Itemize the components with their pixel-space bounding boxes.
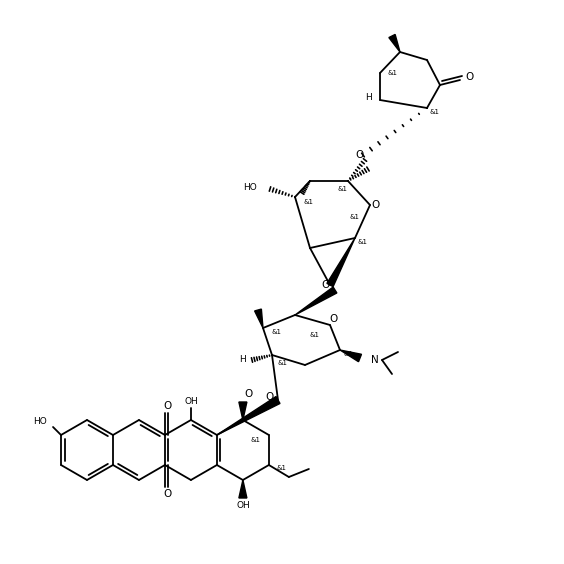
Text: O: O <box>164 401 172 411</box>
Polygon shape <box>340 350 362 362</box>
Text: &1: &1 <box>350 214 360 220</box>
Polygon shape <box>295 287 337 315</box>
Text: &1: &1 <box>277 465 287 471</box>
Text: O: O <box>266 392 274 402</box>
Text: OH: OH <box>236 501 250 510</box>
Text: &1: &1 <box>251 437 261 443</box>
Polygon shape <box>217 396 280 435</box>
Polygon shape <box>239 402 247 420</box>
Text: O: O <box>245 389 253 399</box>
Text: H: H <box>239 355 246 364</box>
Text: &1: &1 <box>388 70 398 76</box>
Text: &1: &1 <box>358 239 368 245</box>
Text: &1: &1 <box>271 329 281 335</box>
Polygon shape <box>327 238 355 287</box>
Text: &1: &1 <box>277 360 287 366</box>
Polygon shape <box>254 309 263 328</box>
Text: HO: HO <box>33 416 47 425</box>
Text: O: O <box>355 150 363 160</box>
Text: &1: &1 <box>338 186 348 192</box>
Polygon shape <box>389 34 400 52</box>
Text: O: O <box>322 280 330 290</box>
Text: O: O <box>330 314 338 324</box>
Text: O: O <box>466 72 474 82</box>
Text: O: O <box>372 200 380 210</box>
Text: O: O <box>164 489 172 499</box>
Text: H: H <box>365 92 372 102</box>
Text: N: N <box>371 355 379 365</box>
Text: &1: &1 <box>303 199 313 205</box>
Text: OH: OH <box>184 396 198 406</box>
Text: &1: &1 <box>430 109 440 115</box>
Polygon shape <box>239 480 247 498</box>
Text: &1: &1 <box>343 351 353 357</box>
Text: HO: HO <box>243 183 257 192</box>
Text: &1: &1 <box>310 332 320 338</box>
